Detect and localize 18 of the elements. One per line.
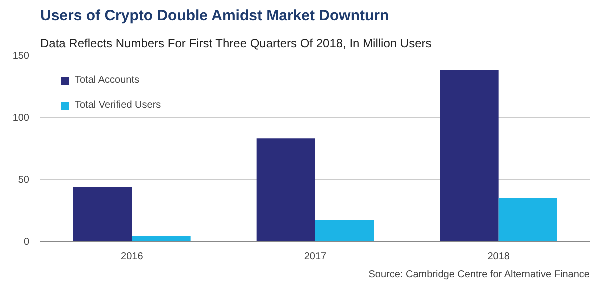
- y-tick-label: 150: [12, 51, 30, 62]
- bar: [440, 70, 499, 242]
- legend-label: Total Verified Users: [75, 100, 162, 111]
- x-tick-label: 2016: [121, 252, 144, 262]
- y-tick-label: 100: [12, 113, 30, 124]
- legend-label: Total Accounts: [75, 75, 140, 86]
- bar: [316, 220, 374, 242]
- x-tick-label: 2017: [304, 252, 328, 262]
- chart-subtitle: Data Reflects Numbers For First Three Quarters Of 2018, In Million Users: [40, 36, 432, 50]
- bar: [74, 186, 132, 242]
- bar: [132, 236, 191, 242]
- bar: [498, 198, 558, 242]
- y-tick-label: 50: [18, 175, 30, 186]
- x-tick-label: 2018: [488, 252, 510, 262]
- source-note: Source: Cambridge Centre for Alternative Finance: [368, 270, 590, 280]
- chart-title: Users of Crypto Double Amidst Market Downturn: [40, 8, 390, 24]
- bar: [256, 138, 316, 242]
- y-tick-label: 0: [24, 237, 30, 248]
